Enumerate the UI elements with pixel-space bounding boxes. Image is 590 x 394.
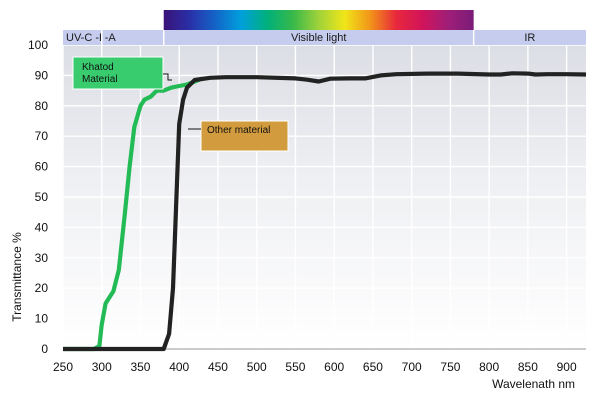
band-label: Visible light: [291, 32, 346, 44]
visible-spectrum-bar: [163, 10, 474, 30]
x-tick-label: 650: [363, 360, 383, 374]
band-segment: [163, 30, 474, 45]
x-tick-label: 900: [557, 360, 577, 374]
x-tick-label: 550: [285, 360, 305, 374]
series-line-other-material: [63, 71, 587, 352]
series-line-khatod-material: [63, 76, 204, 352]
callout-box-other: [200, 120, 289, 152]
y-tick-label: 100: [28, 38, 48, 52]
callout-box-khatod: [72, 56, 164, 90]
band-label: IR: [524, 32, 535, 44]
grid: [62, 44, 586, 350]
x-tick-label: 300: [92, 360, 112, 374]
x-tick-label: 800: [479, 360, 499, 374]
band-segment: [63, 30, 102, 45]
x-tick-label: 850: [518, 360, 538, 374]
band-label: -A: [105, 32, 117, 44]
x-tick-label: 500: [247, 360, 267, 374]
band-segment: [101, 30, 164, 45]
x-tick-label: 450: [208, 360, 228, 374]
y-tick-label: 50: [35, 190, 49, 204]
x-axis-title: Wavelenath nm: [492, 377, 575, 391]
band-label: UV-C -B: [66, 32, 106, 44]
tick-labels: 0 10 20 30 40 50 60 70 80 90 100 250 300 350 400 450 500…: [28, 38, 577, 374]
y-axis-title: Transmittance %: [10, 232, 24, 322]
y-tick-label: 70: [35, 129, 49, 143]
wavelength-bands: UV-C -B-A Visible light IR: [63, 30, 586, 45]
band-segment: [473, 30, 586, 45]
x-tick-label: 250: [53, 360, 73, 374]
y-tick-label: 0: [41, 342, 48, 356]
y-tick-label: 20: [35, 281, 49, 295]
y-tick-label: 90: [35, 68, 49, 82]
y-tick-label: 30: [35, 251, 49, 265]
x-tick-label: 750: [440, 360, 460, 374]
x-tick-label: 350: [130, 360, 150, 374]
callout-label-khatod: Khatod: [82, 62, 114, 73]
callout-leader-khatod: [163, 73, 172, 81]
y-tick-label: 60: [35, 160, 49, 174]
callout-label-khatod: Material: [82, 74, 118, 85]
series-lines: [63, 71, 587, 352]
y-tick-label: 40: [35, 220, 49, 234]
x-tick-label: 700: [402, 360, 422, 374]
y-tick-label: 10: [35, 312, 49, 326]
x-tick-label: 600: [324, 360, 344, 374]
callout-label-other: Other material: [207, 125, 270, 136]
y-tick-label: 80: [35, 99, 49, 113]
x-tick-label: 400: [169, 360, 189, 374]
